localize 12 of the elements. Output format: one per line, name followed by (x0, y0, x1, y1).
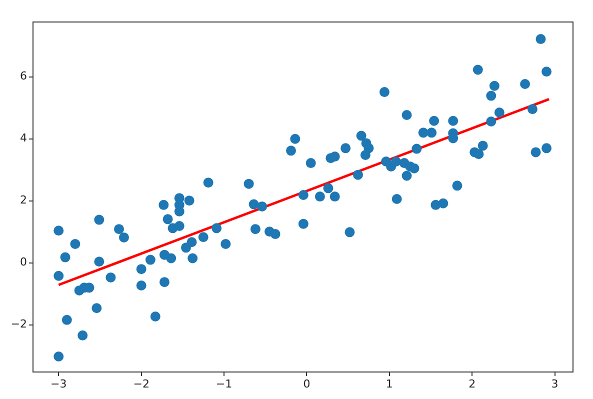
y-tick-label: 2 (20, 194, 27, 207)
x-tick-label: 0 (303, 377, 310, 390)
x-tick-label: 3 (551, 377, 558, 390)
y-tick-label: 0 (20, 256, 27, 269)
y-tick-label: 6 (20, 70, 27, 83)
x-tick-label: −3 (50, 377, 67, 390)
x-tick-label: 2 (468, 377, 476, 390)
y-tick-label: 4 (20, 132, 27, 145)
x-tick-label: −2 (133, 377, 150, 390)
x-tick-label: −1 (216, 377, 232, 390)
x-tick-label: 1 (386, 377, 393, 390)
y-tick-label: −2 (10, 318, 27, 331)
